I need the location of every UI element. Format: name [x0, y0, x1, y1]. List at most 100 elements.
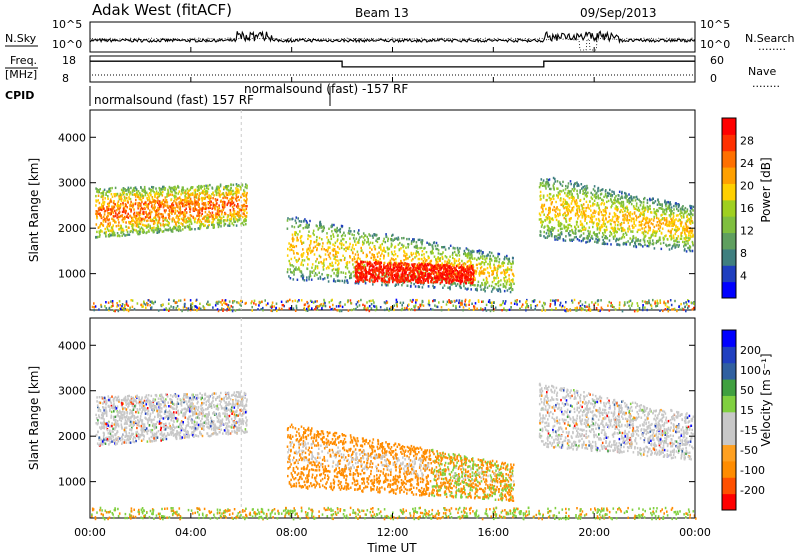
- power-echo-strong: [438, 274, 440, 276]
- power-echo: [168, 194, 170, 196]
- power-echo: [489, 258, 491, 260]
- power-echo: [476, 259, 478, 261]
- power-echo: [229, 218, 231, 220]
- power-echo: [125, 199, 127, 201]
- power-echo: [209, 216, 211, 218]
- power-echo: [504, 256, 506, 258]
- power-echo: [590, 209, 592, 211]
- power-echo: [609, 235, 611, 237]
- power-echo: [411, 243, 413, 245]
- power-echo: [327, 250, 329, 252]
- power-echo: [665, 208, 667, 210]
- power-echo: [653, 219, 655, 221]
- power-echo: [594, 195, 596, 197]
- power-echo: [400, 247, 402, 249]
- nave-tick-top: 60: [710, 54, 724, 67]
- power-echo: [302, 259, 304, 261]
- power-echo-strong: [397, 271, 399, 273]
- power-echo: [95, 195, 97, 197]
- power-echo: [318, 227, 320, 229]
- power-echo-strong: [386, 273, 388, 275]
- power-echo: [119, 211, 121, 213]
- power-echo: [475, 272, 477, 274]
- power-echo: [494, 257, 496, 259]
- power-echo-strong: [390, 266, 392, 268]
- power-echo: [181, 189, 183, 191]
- power-echo: [511, 279, 513, 281]
- power-echo-strong: [439, 266, 441, 268]
- power-echo: [115, 215, 117, 217]
- power-echo: [142, 197, 144, 199]
- power-echo: [114, 210, 116, 212]
- power-echo: [210, 201, 212, 203]
- power-echo-strong: [395, 265, 397, 267]
- power-echo-strong: [427, 273, 429, 275]
- power-echo: [189, 226, 191, 228]
- power-echo: [242, 193, 244, 195]
- power-echo: [497, 255, 499, 257]
- power-echo: [391, 257, 393, 259]
- power-echo: [590, 205, 592, 207]
- power-echo-strong: [455, 267, 457, 269]
- power-echo: [111, 226, 113, 228]
- power-echo: [334, 256, 336, 258]
- power-echo: [609, 213, 611, 215]
- power-echo: [405, 258, 407, 260]
- power-echo: [383, 255, 385, 257]
- power-echo-strong: [426, 267, 428, 269]
- power-echo: [665, 205, 667, 207]
- power-echo: [672, 225, 674, 227]
- power-echo: [301, 275, 303, 277]
- power-echo: [649, 229, 651, 231]
- power-echo: [412, 258, 414, 260]
- power-echo: [327, 276, 329, 278]
- power-echo-strong: [395, 276, 397, 278]
- power-echo: [639, 221, 641, 223]
- power-echo: [227, 197, 229, 199]
- power-echo: [384, 262, 386, 264]
- power-echo: [367, 241, 369, 243]
- power-echo: [154, 202, 156, 204]
- power-echo: [167, 204, 169, 206]
- power-echo: [99, 236, 101, 238]
- power-echo-strong: [407, 279, 409, 281]
- power-echo-strong: [408, 265, 410, 267]
- power-echo: [300, 236, 302, 238]
- power-echo: [95, 199, 97, 201]
- power-echo: [568, 232, 570, 234]
- power-echo: [97, 236, 99, 238]
- power-echo: [291, 258, 293, 260]
- power-echo: [583, 198, 585, 200]
- power-echo: [116, 205, 118, 207]
- power-echo: [578, 239, 580, 241]
- power-echo: [237, 196, 239, 198]
- power-echo: [330, 257, 332, 259]
- power-echo: [236, 224, 238, 226]
- power-echo: [401, 237, 403, 239]
- power-echo: [233, 184, 235, 186]
- power-echo: [438, 252, 440, 254]
- power-echo: [372, 235, 374, 237]
- power-echo: [331, 226, 333, 228]
- power-echo: [558, 221, 560, 223]
- power-echo-strong: [393, 277, 395, 279]
- power-echo: [500, 279, 502, 281]
- power-echo-strong: [389, 281, 391, 283]
- power-echo: [463, 285, 465, 287]
- power-echo: [398, 238, 400, 240]
- power-echo: [374, 256, 376, 258]
- power-echo: [634, 208, 636, 210]
- power-echo: [351, 249, 353, 251]
- power-echo-strong: [451, 281, 453, 283]
- power-echo: [572, 207, 574, 209]
- power-echo: [506, 283, 508, 285]
- power-echo: [619, 191, 621, 193]
- power-echo: [288, 275, 290, 277]
- power-echo: [625, 213, 627, 215]
- power-echo: [321, 238, 323, 240]
- power-echo: [351, 233, 353, 235]
- power-echo: [665, 244, 667, 246]
- power-echo: [325, 253, 327, 255]
- power-echo: [135, 203, 137, 205]
- power-echo: [388, 254, 390, 256]
